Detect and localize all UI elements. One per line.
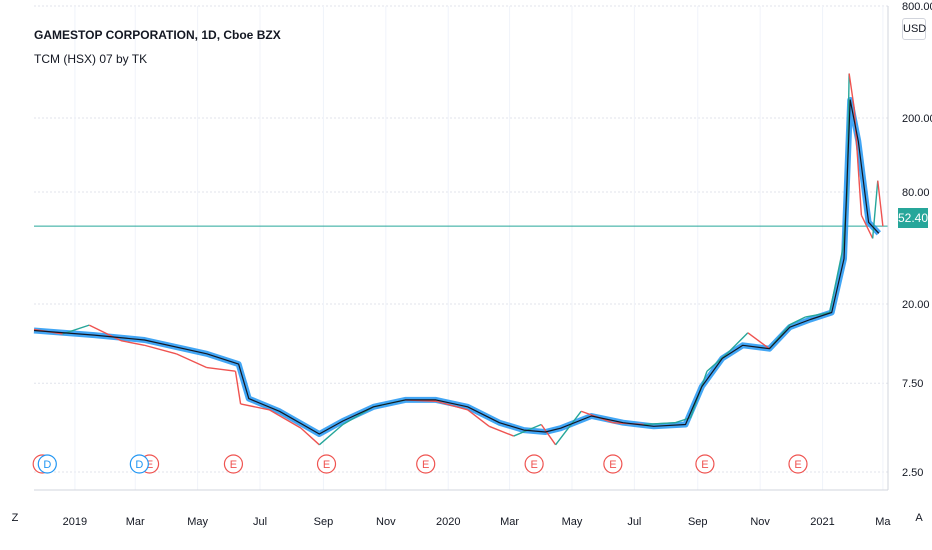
event-markers: EEEEEEEEEDD xyxy=(32,454,808,474)
chart-axes: 800.00 200.00 80.00 20.00 7.50 2.50 2019 Mar May… xyxy=(34,1,932,528)
x-tick-label: May xyxy=(562,516,583,528)
y-tick-label: 800.00 xyxy=(902,1,932,13)
price-segment xyxy=(805,311,830,318)
x-tick-label: Nov xyxy=(750,516,770,528)
chart-grid xyxy=(34,5,888,490)
x-tick-label: Sep xyxy=(688,516,708,528)
auto-scale-button-right[interactable]: A xyxy=(915,512,923,524)
earnings-marker-label: E xyxy=(530,459,537,471)
earnings-marker-circle xyxy=(416,454,436,474)
price-segment xyxy=(871,180,879,239)
price-segment xyxy=(88,324,122,342)
x-tick-label: Sep xyxy=(314,516,334,528)
price-segment xyxy=(435,400,468,411)
price-segment xyxy=(706,351,729,372)
chart-series xyxy=(33,73,888,446)
price-segment xyxy=(860,214,874,239)
price-segment xyxy=(268,409,302,429)
price-segment xyxy=(540,424,557,446)
earnings-marker-label: E xyxy=(794,459,801,471)
dividend-marker-circle xyxy=(129,454,149,474)
price-segment xyxy=(727,332,749,353)
x-tick-label: Jul xyxy=(627,516,641,528)
earnings-marker-circle xyxy=(524,454,544,474)
y-tick-label: 7.50 xyxy=(902,378,923,390)
y-tick-label: 80.00 xyxy=(902,187,930,199)
price-segment xyxy=(120,339,145,346)
price-segment xyxy=(175,353,208,369)
price-segment xyxy=(643,422,676,426)
dividend-marker-label: D xyxy=(43,459,51,471)
earnings-marker-circle xyxy=(316,454,337,474)
price-segment xyxy=(488,425,514,437)
x-tick-label: Mar xyxy=(500,516,519,528)
earnings-marker-circle xyxy=(695,454,715,474)
last-price-tag: 52.40 xyxy=(898,208,928,228)
indicator-label[interactable]: TCM (HSX) 07 by TK xyxy=(34,52,148,66)
x-tick-label: Ma xyxy=(875,516,891,528)
ma-band xyxy=(33,97,881,437)
price-segment xyxy=(467,409,490,427)
earnings-marker-circle xyxy=(603,454,623,474)
x-tick-label: 2021 xyxy=(810,516,834,528)
x-tick-label: 2020 xyxy=(436,516,460,528)
y-tick-label: 2.50 xyxy=(902,467,923,479)
earnings-marker-label: E xyxy=(230,459,237,471)
price-segment xyxy=(747,332,770,350)
price-segment xyxy=(789,316,806,326)
x-tick-label: Mar xyxy=(126,516,145,528)
price-segment xyxy=(234,371,242,405)
price-segment xyxy=(877,180,884,227)
earnings-marker-label: E xyxy=(323,459,330,471)
earnings-marker-label: E xyxy=(701,459,708,471)
price-segment xyxy=(848,73,855,109)
earnings-marker-label: E xyxy=(146,459,153,471)
price-segment xyxy=(829,247,844,313)
x-tick-label: Nov xyxy=(376,516,396,528)
earnings-marker-circle xyxy=(788,454,808,474)
currency-button[interactable]: USD xyxy=(902,18,926,40)
dividend-marker-label: D xyxy=(135,459,143,471)
price-segment xyxy=(318,423,344,446)
price-segment xyxy=(206,366,236,372)
dividend-marker-circle xyxy=(37,454,57,474)
price-segment xyxy=(555,410,582,446)
price-segment xyxy=(300,427,320,446)
chart-title: GAMESTOP CORPORATION, 1D, Cboe BZX xyxy=(34,28,281,42)
y-tick-label: 200.00 xyxy=(902,113,932,125)
price-segment xyxy=(240,403,270,411)
y-tick-label: 20.00 xyxy=(902,299,930,311)
price-segment xyxy=(144,344,177,355)
x-tick-label: 2019 xyxy=(63,516,87,528)
ma-line xyxy=(33,99,880,435)
earnings-marker-circle xyxy=(223,454,244,474)
x-tick-label: May xyxy=(187,516,208,528)
auto-scale-button-left[interactable]: Z xyxy=(11,512,19,524)
earnings-marker-label: E xyxy=(609,459,616,471)
earnings-marker-label: E xyxy=(422,459,429,471)
x-tick-label: Jul xyxy=(253,516,267,528)
